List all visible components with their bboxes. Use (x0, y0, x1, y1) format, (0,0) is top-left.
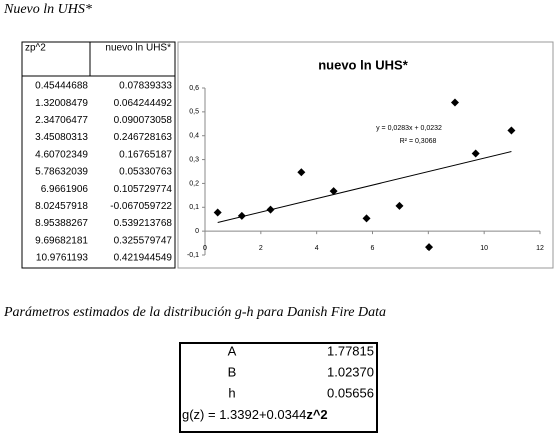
param-name: A (228, 343, 237, 358)
y-tick-label: -0,1 (187, 252, 199, 259)
data-point (362, 214, 371, 223)
table-cell: 2.34706477 (35, 115, 88, 126)
table-cell: 0.421944549 (114, 253, 173, 264)
data-point (213, 208, 222, 217)
x-tick-label: 2 (259, 245, 263, 252)
data-point (425, 243, 434, 252)
param-value: 1.02370 (327, 364, 374, 379)
trend-equation: y = 0,0283x + 0,0232 (376, 125, 442, 132)
table-cell: 0.064244492 (114, 98, 173, 109)
param-name: h (228, 385, 235, 400)
x-tick-label: 12 (536, 245, 544, 252)
y-tick-label: 0,4 (189, 133, 199, 140)
heading: Nuevo ln UHS* (3, 2, 92, 17)
x-tick-label: 0 (203, 245, 207, 252)
table-cell: 8.02457918 (35, 201, 88, 212)
param-name: B (228, 364, 237, 379)
formula-bold: z^2 (306, 407, 327, 422)
data-point (329, 187, 338, 196)
x-tick-label: 10 (480, 245, 488, 252)
param-value: 1.77815 (327, 343, 374, 358)
data-point (297, 168, 306, 177)
data-table-border (21, 41, 176, 269)
table-cell: 0.325579747 (114, 235, 173, 246)
table-cell: 0.16765187 (119, 149, 172, 160)
y-tick-label: 0,2 (189, 180, 199, 187)
formula: g(z) = 1.3392+0.0344z^2 (182, 407, 328, 422)
data-point (450, 98, 459, 107)
data-point (395, 201, 404, 210)
y-tick-label: 0,3 (189, 156, 199, 163)
table-cell: 0.246728163 (114, 132, 173, 143)
data-point (507, 126, 516, 135)
y-tick-label: 0,6 (189, 85, 199, 92)
table-header: nuevo ln UHS* (105, 43, 171, 54)
table-cell: 10.9761193 (36, 253, 89, 264)
y-tick-label: 0 (195, 228, 199, 235)
table-cell: 0.45444688 (35, 81, 88, 92)
y-tick-label: 0,1 (189, 204, 199, 211)
table-cell: 4.60702349 (35, 149, 88, 160)
table-cell: 0.07839333 (119, 81, 172, 92)
table-cell: 5.78632039 (35, 167, 88, 178)
formula-text: g(z) = 1.3392+0.0344 (182, 407, 306, 422)
table-cell: 1.32008479 (35, 98, 88, 109)
caption: Parámetros estimados de la distribución … (3, 305, 386, 320)
chart-border (177, 41, 554, 269)
table-cell: 0.539213768 (114, 218, 173, 229)
param-value: 0.05656 (327, 385, 374, 400)
table-cell: 6.9661906 (41, 184, 89, 195)
table-header: zp^2 (25, 43, 46, 54)
data-point (471, 149, 480, 158)
table-cell: 3.45080313 (35, 132, 88, 143)
table-cell: 9.69682181 (35, 235, 88, 246)
table-cell: 0.05330763 (119, 167, 172, 178)
trend-r2: R² = 0,3068 (400, 138, 437, 145)
x-tick-label: 4 (315, 245, 319, 252)
param-table-border (179, 342, 378, 433)
y-tick-label: 0,5 (189, 109, 199, 116)
table-cell: -0.067059722 (110, 201, 172, 212)
table-cell: 0.105729774 (114, 184, 173, 195)
trendline (217, 151, 512, 224)
data-point (237, 211, 246, 220)
x-tick-label: 6 (371, 245, 375, 252)
chart-title: nuevo ln UHS* (318, 57, 409, 72)
table-cell: 0.090073058 (114, 115, 173, 126)
table-cell: 8.95388267 (35, 218, 88, 229)
